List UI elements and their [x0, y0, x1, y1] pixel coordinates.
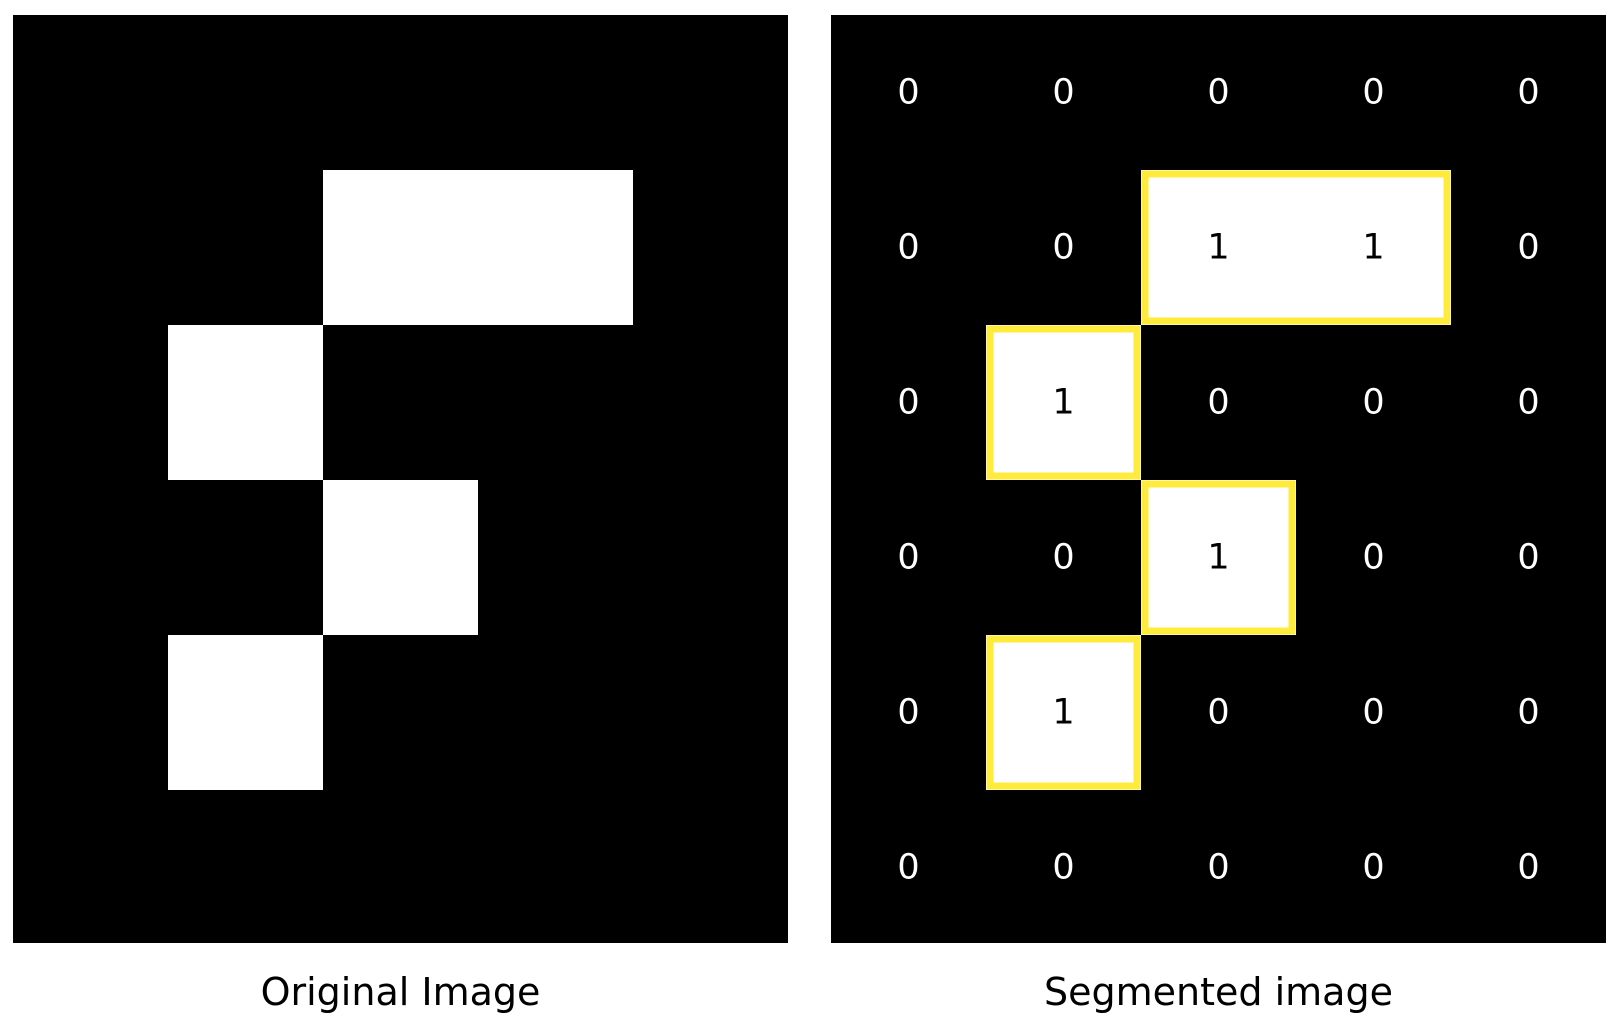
segmented-label: 0: [1362, 72, 1385, 112]
segmented-cell-r3-c3: 0: [1296, 480, 1451, 635]
original-image-panel: [13, 15, 788, 943]
segmented-label: 0: [1052, 72, 1075, 112]
original-pixel-r4-c3: [478, 635, 633, 790]
segmented-cell-r5-c1: 0: [986, 790, 1141, 945]
segmented-cell-r0-c1: 0: [986, 15, 1141, 170]
original-pixel-r1-c3: [478, 170, 633, 325]
segmented-cell-r3-c0: 0: [831, 480, 986, 635]
original-pixel-r3-c1: [168, 480, 323, 635]
segmented-cell-r1-c2: 1: [1141, 170, 1296, 325]
segmented-cell-r1-c3: 1: [1296, 170, 1451, 325]
segmented-cell-r4-c0: 0: [831, 635, 986, 790]
segmented-image-caption: Segmented image: [1044, 970, 1393, 1014]
original-pixel-r3-c2: [323, 480, 478, 635]
segmented-cell-r5-c2: 0: [1141, 790, 1296, 945]
original-pixel-r1-c4: [633, 170, 788, 325]
segmented-label: 0: [897, 72, 920, 112]
segmented-label: 1: [1052, 692, 1075, 732]
original-pixel-r0-c0: [13, 15, 168, 170]
segmented-cell-r3-c2: 1: [1141, 480, 1296, 635]
original-image-caption: Original Image: [260, 970, 541, 1014]
segmented-label: 0: [1517, 692, 1540, 732]
original-pixel-r5-c4: [633, 790, 788, 945]
segmented-cell-r1-c1: 0: [986, 170, 1141, 325]
original-pixel-r5-c1: [168, 790, 323, 945]
segmented-label: 0: [1517, 72, 1540, 112]
original-pixel-r2-c1: [168, 325, 323, 480]
segmented-cell-r0-c4: 0: [1451, 15, 1606, 170]
segmented-cell-r2-c2: 0: [1141, 325, 1296, 480]
original-pixel-r5-c0: [13, 790, 168, 945]
segmented-label: 0: [1207, 382, 1230, 422]
segmented-cell-r3-c1: 0: [986, 480, 1141, 635]
original-pixel-r5-c3: [478, 790, 633, 945]
segmented-cell-r4-c2: 0: [1141, 635, 1296, 790]
segmented-cell-r1-c4: 0: [1451, 170, 1606, 325]
segmented-label: 1: [1052, 382, 1075, 422]
original-pixel-r0-c2: [323, 15, 478, 170]
segmented-label: 1: [1207, 227, 1230, 267]
segmented-label: 1: [1362, 227, 1385, 267]
segmented-cell-r0-c3: 0: [1296, 15, 1451, 170]
segmented-label: 0: [1052, 847, 1075, 887]
segmented-label: 0: [1517, 847, 1540, 887]
segmented-label: 0: [897, 692, 920, 732]
segmented-label: 0: [1517, 382, 1540, 422]
segmented-cell-r0-c0: 0: [831, 15, 986, 170]
original-pixel-r2-c0: [13, 325, 168, 480]
original-pixel-r2-c3: [478, 325, 633, 480]
original-pixel-r0-c3: [478, 15, 633, 170]
segmented-label: 1: [1207, 537, 1230, 577]
original-pixel-r1-c2: [323, 170, 478, 325]
segmented-cell-r0-c2: 0: [1141, 15, 1296, 170]
segmented-cell-r4-c4: 0: [1451, 635, 1606, 790]
segmented-label: 0: [1362, 382, 1385, 422]
original-pixel-r0-c4: [633, 15, 788, 170]
original-pixel-r1-c1: [168, 170, 323, 325]
original-pixel-r5-c2: [323, 790, 478, 945]
original-pixel-r3-c3: [478, 480, 633, 635]
segmented-label: 0: [1362, 537, 1385, 577]
segmented-cell-r5-c0: 0: [831, 790, 986, 945]
segmented-label: 0: [897, 537, 920, 577]
original-pixel-r4-c4: [633, 635, 788, 790]
segmented-cell-r4-c3: 0: [1296, 635, 1451, 790]
segmented-image-panel: 0 0 0 0 0 0 0 1 1 0 0 1 0 0 0 0 0 1 0 0 0 1 0 0 0 0 0 0 0 0: [831, 15, 1606, 943]
segmented-label: 0: [1207, 847, 1230, 887]
original-pixel-r4-c0: [13, 635, 168, 790]
segmented-label: 0: [1517, 227, 1540, 267]
segmented-cell-r4-c1: 1: [986, 635, 1141, 790]
segmented-label: 0: [1207, 692, 1230, 732]
original-pixel-r0-c1: [168, 15, 323, 170]
segmented-cell-r5-c3: 0: [1296, 790, 1451, 945]
segmented-cell-r5-c4: 0: [1451, 790, 1606, 945]
original-pixel-r3-c4: [633, 480, 788, 635]
segmented-label: 0: [1362, 847, 1385, 887]
segmented-label: 0: [1207, 72, 1230, 112]
segmented-cell-r2-c3: 0: [1296, 325, 1451, 480]
segmented-cell-r3-c4: 0: [1451, 480, 1606, 635]
segmented-label: 0: [897, 847, 920, 887]
segmented-cell-r2-c4: 0: [1451, 325, 1606, 480]
segmented-label: 0: [897, 382, 920, 422]
original-pixel-r1-c0: [13, 170, 168, 325]
original-pixel-r2-c2: [323, 325, 478, 480]
segmented-cell-r2-c0: 0: [831, 325, 986, 480]
segmented-label: 0: [1052, 537, 1075, 577]
segmented-label: 0: [1052, 227, 1075, 267]
original-pixel-r4-c2: [323, 635, 478, 790]
segmented-cell-r1-c0: 0: [831, 170, 986, 325]
original-pixel-r4-c1: [168, 635, 323, 790]
segmented-label: 0: [897, 227, 920, 267]
original-pixel-r3-c0: [13, 480, 168, 635]
segmented-cell-r2-c1: 1: [986, 325, 1141, 480]
segmented-label: 0: [1362, 692, 1385, 732]
segmented-label: 0: [1517, 537, 1540, 577]
original-pixel-r2-c4: [633, 325, 788, 480]
